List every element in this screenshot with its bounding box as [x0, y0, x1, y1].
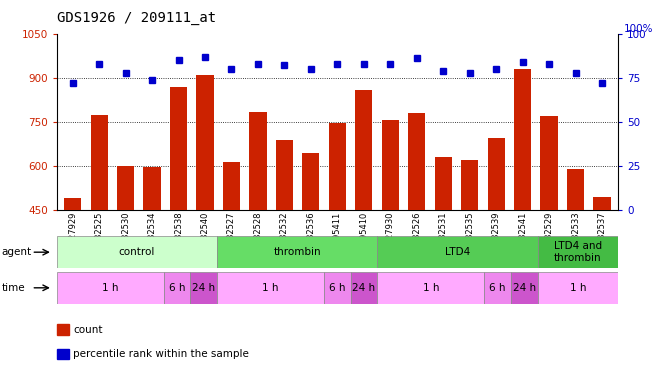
Bar [91, 114, 108, 342]
Text: 24 h: 24 h [192, 283, 215, 293]
Bar [64, 198, 81, 342]
Text: percentile rank within the sample: percentile rank within the sample [73, 349, 249, 359]
Text: 1 h: 1 h [570, 283, 586, 293]
Text: LTD4: LTD4 [445, 247, 470, 257]
Text: 1 h: 1 h [102, 283, 118, 293]
Bar [164, 272, 190, 304]
Bar [511, 272, 538, 304]
Bar [484, 272, 511, 304]
Bar [488, 138, 505, 342]
Bar [377, 272, 484, 304]
Text: thrombin: thrombin [273, 247, 321, 257]
Bar [540, 116, 558, 342]
Text: 100%: 100% [623, 24, 653, 34]
Bar [538, 236, 618, 268]
Bar [117, 166, 134, 342]
Bar [435, 157, 452, 342]
Bar [144, 167, 161, 342]
Bar [567, 169, 584, 342]
Bar [170, 87, 187, 342]
Bar [514, 69, 531, 342]
Bar [461, 160, 478, 342]
Text: 24 h: 24 h [353, 283, 375, 293]
Bar [355, 90, 373, 342]
Text: 6 h: 6 h [169, 283, 185, 293]
Text: 1 h: 1 h [263, 283, 279, 293]
Bar [538, 272, 618, 304]
Bar [377, 236, 538, 268]
Bar [57, 236, 217, 268]
Text: 24 h: 24 h [513, 283, 536, 293]
Bar [190, 272, 217, 304]
Bar [593, 197, 611, 342]
Text: agent: agent [1, 247, 31, 257]
Bar [276, 140, 293, 342]
Text: control: control [119, 247, 155, 257]
Bar [217, 236, 377, 268]
Bar [249, 112, 267, 342]
Bar [217, 272, 324, 304]
Text: 6 h: 6 h [329, 283, 345, 293]
Bar [381, 120, 399, 342]
Bar [351, 272, 377, 304]
Text: LTD4 and
thrombin: LTD4 and thrombin [554, 242, 602, 263]
Bar [223, 162, 240, 342]
Bar [57, 272, 164, 304]
Bar [408, 113, 426, 342]
Text: time: time [1, 283, 25, 293]
Bar [329, 123, 346, 342]
Bar [324, 272, 351, 304]
Bar [302, 153, 319, 342]
Text: count: count [73, 325, 103, 334]
Bar [196, 75, 214, 342]
Text: GDS1926 / 209111_at: GDS1926 / 209111_at [57, 11, 216, 25]
Text: 1 h: 1 h [423, 283, 439, 293]
Text: 6 h: 6 h [490, 283, 506, 293]
